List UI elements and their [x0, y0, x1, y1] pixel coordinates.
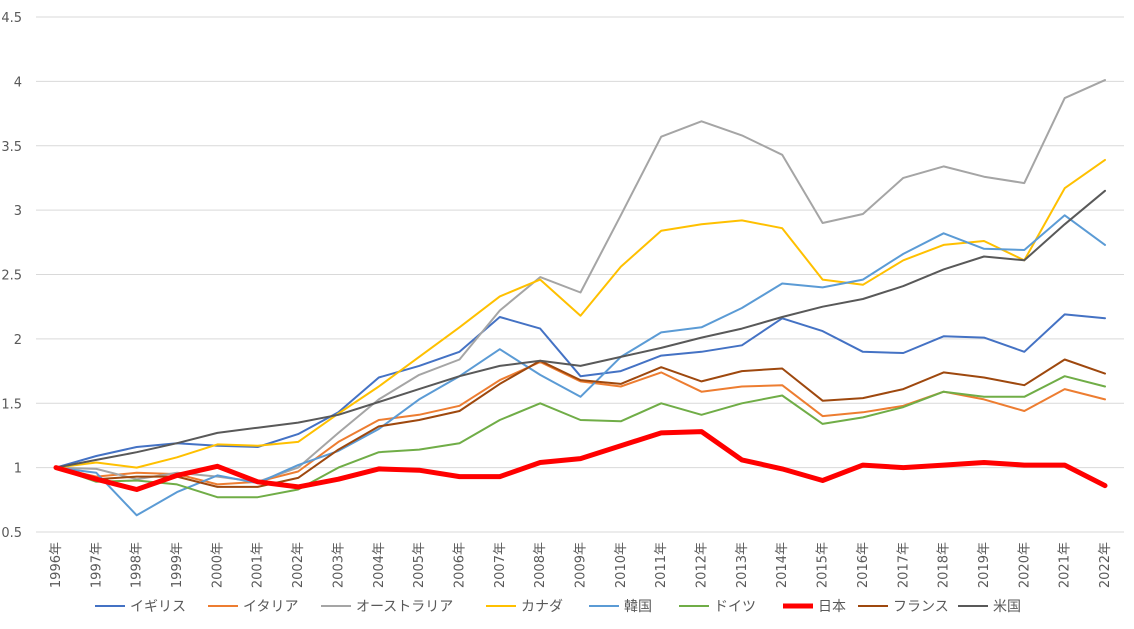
x-tick-label: 2010年 [614, 542, 629, 588]
y-tick-label: 1 [14, 462, 22, 477]
x-tick-label: 2002年 [291, 542, 306, 588]
x-tick-label: 2022年 [1098, 542, 1113, 588]
x-axis-ticks: 1996年 1997年 1998年 1999年 2000年 2001年 2002年 2003年… [49, 542, 1113, 588]
x-tick-label: 1999年 [170, 542, 185, 588]
x-tick-label: 2016年 [856, 542, 871, 588]
x-tick-label: 2005年 [412, 542, 427, 588]
x-tick-label: 2006年 [452, 542, 467, 588]
series-lines [53, 79, 1108, 517]
x-tick-label: 2003年 [331, 542, 346, 588]
x-tick-label: 2008年 [533, 542, 548, 588]
y-tick-label: 2.5 [1, 269, 22, 284]
legend-label: イタリア [243, 599, 298, 615]
legend-label: 日本 [818, 599, 846, 615]
x-tick-label: 2017年 [896, 542, 911, 588]
y-tick-label: 4.5 [1, 11, 22, 26]
y-tick-label: 2 [14, 333, 22, 348]
x-tick-label: 2009年 [574, 542, 589, 588]
series-line-7 [53, 429, 1108, 492]
x-tick-label: 2001年 [251, 542, 266, 588]
legend-label: オーストラリア [356, 599, 453, 615]
series-line-4 [55, 158, 1106, 469]
legend-label: 韓国 [624, 599, 652, 615]
series-line-8 [55, 358, 1106, 488]
series-line-5 [55, 214, 1106, 517]
gridlines [36, 16, 1124, 533]
y-tick-label: 1.5 [1, 397, 22, 412]
x-tick-label: 1997年 [89, 542, 104, 588]
x-tick-label: 2013年 [735, 542, 750, 588]
x-tick-label: 2004年 [372, 542, 387, 588]
y-tick-label: 0.5 [1, 526, 22, 541]
legend-label: カナダ [521, 599, 563, 615]
x-tick-label: 2007年 [493, 542, 508, 588]
series-line-1 [55, 313, 1106, 469]
x-tick-label: 2014年 [775, 542, 790, 588]
series-line-3 [55, 79, 1106, 483]
y-tick-label: 3.5 [1, 140, 22, 155]
x-tick-label: 2012年 [695, 542, 710, 588]
x-tick-label: 1998年 [130, 542, 145, 588]
legend-label: ドイツ [714, 599, 756, 615]
legend-label: イギリス [130, 599, 186, 615]
y-tick-label: 4 [14, 75, 22, 90]
y-tick-label: 3 [14, 204, 22, 219]
x-tick-label: 2018年 [937, 542, 952, 588]
series-line-6 [55, 375, 1106, 499]
legend: イギリス イタリア オーストラリア カナダ 韓国 ドイツ 日本 フランス 米国 [95, 599, 1021, 615]
x-tick-label: 1996年 [49, 542, 64, 588]
series-line-9 [55, 189, 1106, 469]
x-tick-label: 2015年 [816, 542, 831, 588]
x-tick-label: 2020年 [1017, 542, 1032, 588]
x-tick-label: 2011年 [654, 542, 669, 588]
x-tick-label: 2000年 [210, 542, 225, 588]
x-tick-label: 2019年 [977, 542, 992, 588]
legend-label: 米国 [993, 599, 1021, 615]
y-axis-ticks: 0.5 1 1.5 2 2.5 3 3.5 4 4.5 [1, 11, 22, 541]
legend-label: フランス [893, 599, 949, 615]
x-tick-label: 2021年 [1058, 542, 1073, 588]
